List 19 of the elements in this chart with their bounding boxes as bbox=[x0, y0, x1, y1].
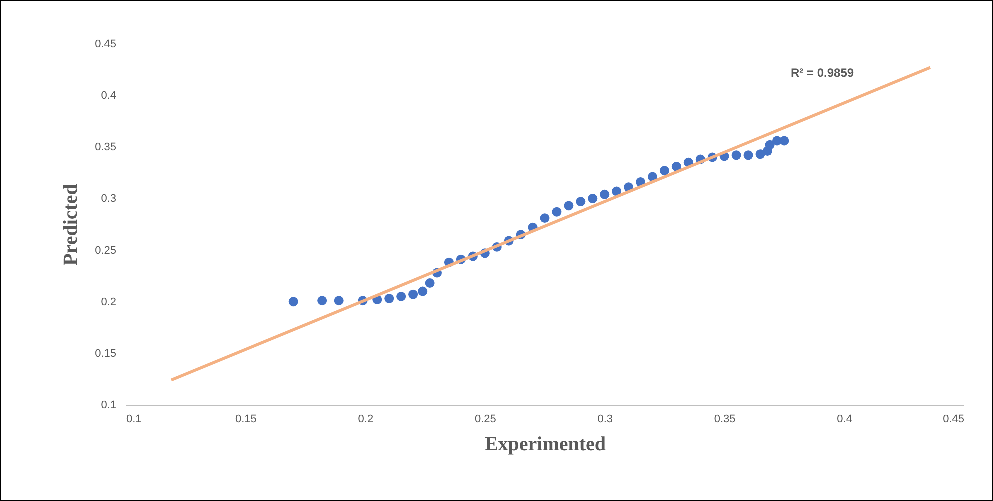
y-tick-label: 0.3 bbox=[101, 193, 116, 206]
x-tick-label: 0.45 bbox=[943, 414, 964, 426]
x-tick-label: 0.3 bbox=[598, 414, 614, 426]
y-tick-label: 0.2 bbox=[101, 296, 116, 308]
y-tick-label: 0.4 bbox=[101, 90, 116, 102]
x-tick-label: 0.35 bbox=[714, 414, 736, 426]
y-tick-label: 0.1 bbox=[101, 400, 116, 412]
x-axis-title: Experimented bbox=[484, 434, 606, 456]
x-tick-label: 0.15 bbox=[236, 414, 257, 426]
x-tick-label: 0.1 bbox=[126, 414, 142, 426]
x-tick-label: 0.4 bbox=[837, 414, 852, 426]
x-tick-label: 0.25 bbox=[474, 414, 496, 426]
y-tick-label: 0.35 bbox=[95, 142, 116, 154]
y-axis-title: Predicted bbox=[60, 184, 82, 266]
y-tick-label: 0.15 bbox=[95, 348, 116, 360]
y-tick-label: 0.45 bbox=[95, 38, 116, 50]
y-tick-label: 0.25 bbox=[95, 244, 116, 257]
annotation: R² = 0.9859 bbox=[791, 66, 854, 80]
x-tick-label: 0.2 bbox=[358, 414, 374, 426]
